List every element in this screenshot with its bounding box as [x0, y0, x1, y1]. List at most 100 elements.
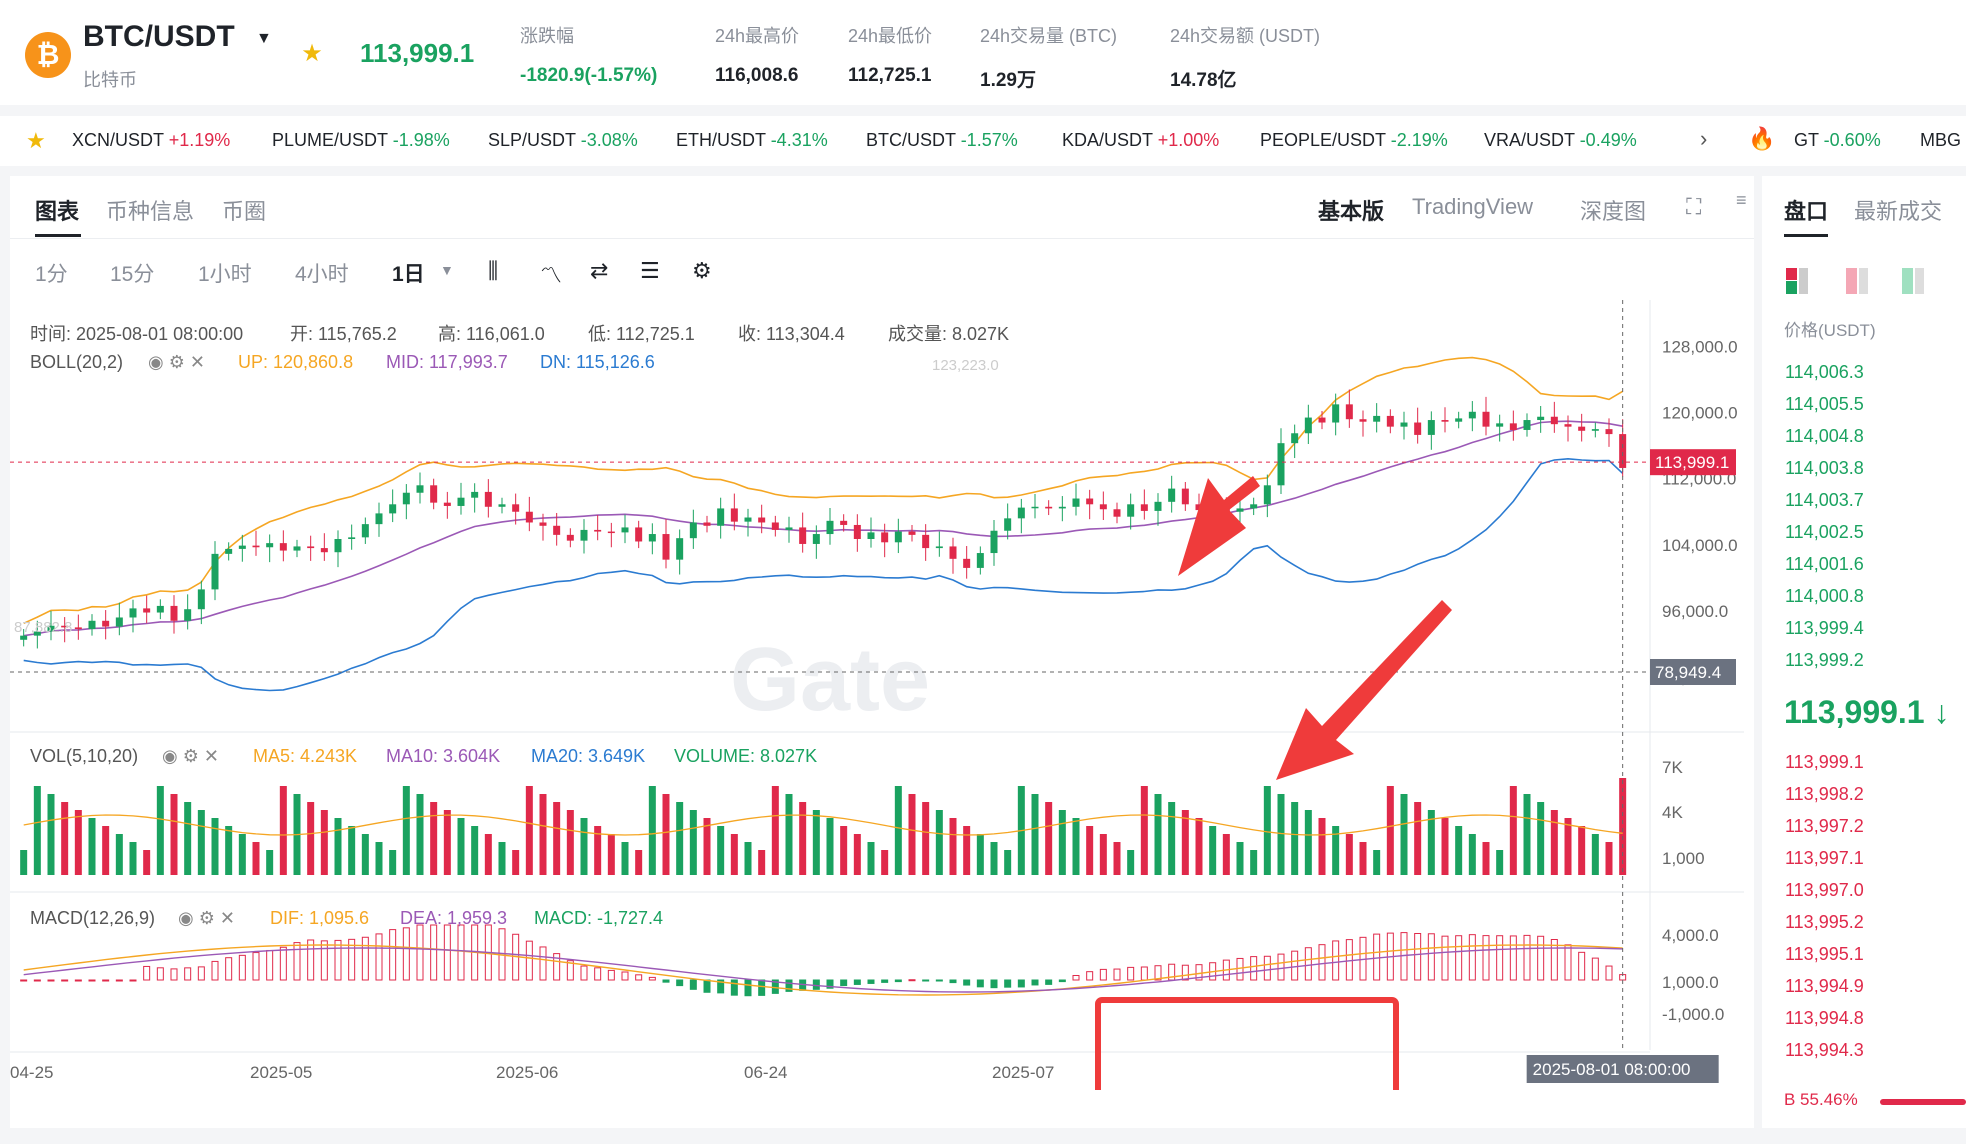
macd-histogram-bar: [430, 924, 438, 981]
favorite-item[interactable]: BTC/USDT -1.57%: [866, 130, 1018, 151]
candle: [1386, 415, 1394, 427]
bid-price[interactable]: 113,998.2: [1785, 784, 1864, 804]
volume-bar: [1345, 834, 1353, 875]
candle: [33, 631, 41, 636]
tab-chart[interactable]: 图表: [35, 199, 80, 224]
ask-price[interactable]: 114,006.3: [1785, 362, 1864, 382]
price-axis-label: 104,000.0: [1662, 536, 1738, 555]
vol-axis-label: 1,000: [1662, 849, 1705, 868]
volume-bar: [894, 786, 902, 875]
macd-histogram-bar: [74, 979, 82, 982]
bid-price[interactable]: 113,997.2: [1785, 816, 1864, 836]
timeframe-4h[interactable]: 4小时: [295, 263, 349, 286]
chevron-down-icon[interactable]: ▼: [440, 262, 454, 278]
bid-price[interactable]: 113,994.8: [1785, 1008, 1864, 1028]
volume-bar: [635, 850, 643, 875]
tab-basic[interactable]: 基本版: [1318, 199, 1385, 224]
favorite-star-icon[interactable]: ★: [298, 40, 326, 68]
volume-bar: [853, 834, 861, 875]
vol-ma20: MA20: 3.649K: [531, 746, 646, 766]
favorite-item[interactable]: PLUME/USDT -1.98%: [272, 130, 450, 151]
eye-icon[interactable]: ◉ ⚙ ✕: [148, 352, 205, 372]
favorite-item[interactable]: XCN/USDT +1.19%: [72, 130, 230, 151]
volume-bar: [935, 810, 943, 875]
bid-price[interactable]: 113,995.2: [1785, 912, 1864, 932]
orderbook-both-icon[interactable]: [1786, 268, 1810, 294]
settings-icon[interactable]: ⚙: [692, 258, 712, 283]
volume-bar: [1496, 850, 1504, 875]
menu-icon[interactable]: ≡: [1736, 190, 1747, 210]
volume-bar: [1195, 818, 1203, 875]
candle-type-icon[interactable]: ⫼: [488, 258, 499, 283]
timeframe-1h[interactable]: 1小时: [198, 263, 252, 286]
annotation-arrow: [1276, 600, 1452, 780]
favorite-item[interactable]: PEOPLE/USDT -2.19%: [1260, 130, 1448, 151]
favorite-item[interactable]: ETH/USDT -4.31%: [676, 130, 828, 151]
orderbook-bids-icon[interactable]: [1902, 268, 1926, 294]
ohlc-open: 开: 115,765.2: [290, 324, 397, 344]
timeframe-15m[interactable]: 15分: [110, 263, 155, 286]
ask-price[interactable]: 114,003.7: [1785, 490, 1864, 510]
candle: [785, 527, 793, 530]
candle: [1564, 424, 1572, 427]
favorite-item[interactable]: MBG: [1920, 130, 1961, 151]
list-icon[interactable]: ☰: [640, 258, 660, 283]
volume-bar: [867, 842, 875, 875]
tab-circle[interactable]: 币圈: [222, 199, 267, 224]
tab-tradingview[interactable]: TradingView: [1412, 194, 1534, 219]
volume-bar: [348, 826, 356, 875]
bid-price[interactable]: 113,997.0: [1785, 880, 1864, 900]
indicator-icon[interactable]: 〽: [540, 263, 563, 288]
candle: [881, 532, 889, 543]
bid-price[interactable]: 113,995.1: [1785, 944, 1864, 964]
macd-histogram-bar: [990, 979, 998, 989]
ask-price[interactable]: 113,999.4: [1785, 618, 1864, 638]
kline-chart[interactable]: 128,000.0120,000.0112,000.0104,000.096,0…: [10, 300, 1744, 1090]
favorite-item[interactable]: SLP/USDT -3.08%: [488, 130, 638, 151]
tab-orderbook[interactable]: 盘口: [1784, 199, 1829, 224]
ask-price[interactable]: 114,001.6: [1785, 554, 1864, 574]
volume-bar: [1400, 794, 1408, 875]
favorite-item[interactable]: VRA/USDT -0.49%: [1484, 130, 1637, 151]
swap-icon[interactable]: ⇄: [590, 258, 609, 283]
ask-price[interactable]: 114,004.8: [1785, 426, 1864, 446]
candle: [74, 627, 82, 630]
ask-price[interactable]: 114,002.5: [1785, 522, 1864, 542]
macd-histogram-bar: [1605, 965, 1613, 981]
macd-histogram-bar: [1427, 933, 1435, 981]
pair-title[interactable]: BTC/USDT: [83, 20, 235, 53]
eye-icon[interactable]: ◉ ⚙ ✕: [178, 908, 235, 928]
chevron-right-icon[interactable]: ›: [1700, 126, 1708, 151]
ask-price[interactable]: 114,003.8: [1785, 458, 1864, 478]
fullscreen-icon[interactable]: ⛶: [1686, 194, 1702, 219]
favorite-item[interactable]: KDA/USDT +1.00%: [1062, 130, 1219, 151]
tab-trades[interactable]: 最新成交: [1854, 199, 1943, 224]
volume-bar: [717, 826, 725, 875]
timeframe-1m[interactable]: 1分: [35, 263, 68, 286]
macd-histogram-bar: [785, 979, 793, 992]
macd-histogram-bar: [1291, 950, 1299, 981]
bid-price[interactable]: 113,999.1: [1785, 752, 1864, 772]
ask-price[interactable]: 114,005.5: [1785, 394, 1864, 414]
macd-histogram-bar: [1564, 944, 1572, 981]
tab-depth[interactable]: 深度图: [1580, 199, 1647, 224]
ask-price[interactable]: 113,999.2: [1785, 650, 1864, 670]
macd-histogram-bar: [908, 979, 916, 982]
bid-price[interactable]: 113,994.9: [1785, 976, 1864, 996]
volume-bar: [279, 786, 287, 875]
candle: [894, 531, 902, 543]
buy-ratio: B 55.46%: [1784, 1090, 1858, 1109]
timeframe-1d[interactable]: 1日: [392, 263, 425, 286]
chevron-down-icon[interactable]: ▼: [256, 30, 272, 47]
eye-icon[interactable]: ◉ ⚙ ✕: [162, 746, 219, 766]
bid-price[interactable]: 113,997.1: [1785, 848, 1864, 868]
favorite-item[interactable]: GT -0.60%: [1794, 130, 1881, 151]
orderbook-asks-icon[interactable]: [1846, 268, 1870, 294]
tab-coin-info[interactable]: 币种信息: [106, 199, 195, 224]
macd-value: MACD: -1,727.4: [534, 908, 664, 928]
ask-price[interactable]: 114,000.8: [1785, 586, 1864, 606]
macd-histogram-bar: [1591, 957, 1599, 981]
boll-up: UP: 120,860.8: [238, 352, 354, 372]
bid-price[interactable]: 113,994.3: [1785, 1040, 1864, 1060]
candle: [949, 546, 957, 559]
